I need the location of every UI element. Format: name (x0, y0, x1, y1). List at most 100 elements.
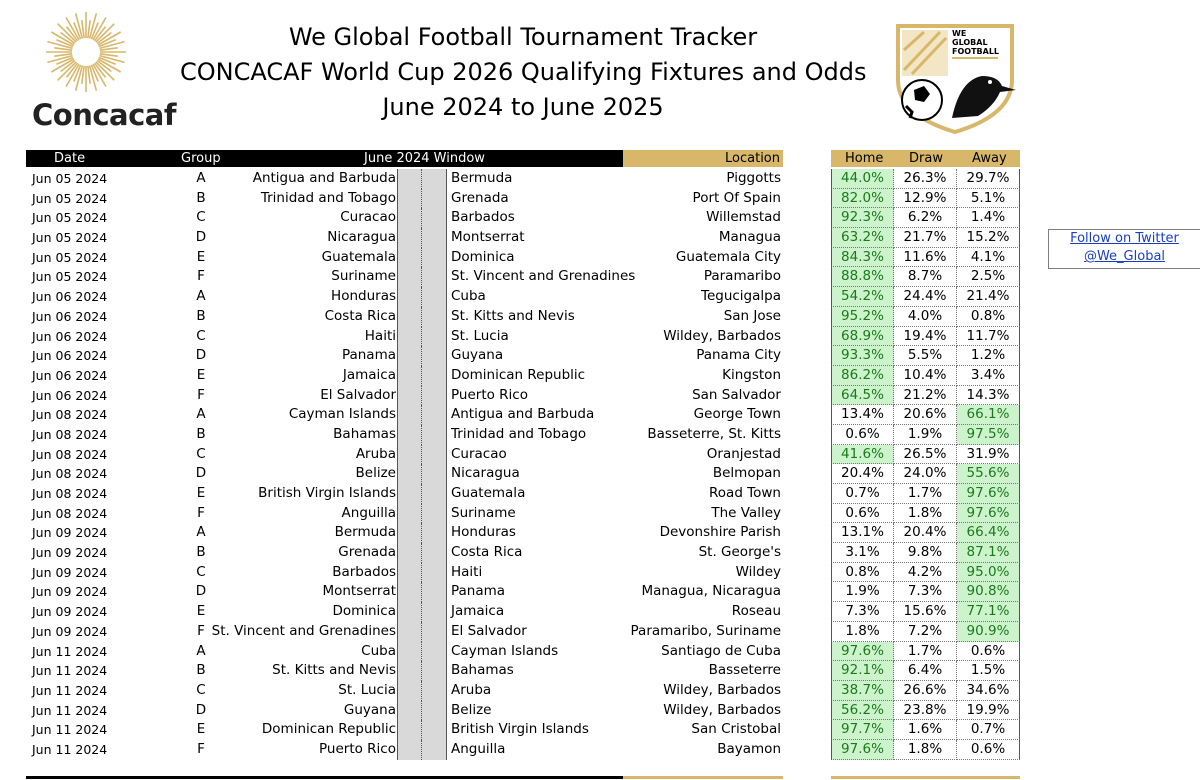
twitter-handle-link[interactable]: @We_Global (1083, 249, 1166, 264)
home-team: Honduras (331, 288, 396, 305)
away-score-cell[interactable] (422, 739, 447, 760)
home-score-cell[interactable] (397, 208, 422, 229)
home-odds: 68.9% (831, 326, 894, 347)
draw-odds: 12.9% (894, 188, 957, 209)
fixture-group: E (196, 721, 206, 738)
away-score-cell[interactable] (422, 700, 447, 721)
table-row: Jun 08 2024 C Aruba Curacao Oranjestad 41.6% 2… (26, 444, 1026, 465)
home-score-cell[interactable] (397, 700, 422, 721)
away-score-cell[interactable] (422, 228, 447, 248)
sunburst-icon (46, 12, 126, 92)
fixture-group: E (196, 485, 206, 501)
away-odds: 19.9% (957, 700, 1020, 721)
home-score-cell[interactable] (397, 720, 422, 740)
away-score-cell[interactable] (422, 602, 447, 622)
away-score-cell[interactable] (422, 543, 447, 563)
fixture-location: Oranjestad (706, 445, 781, 462)
home-score-cell[interactable] (397, 247, 422, 268)
home-score-cell[interactable] (397, 582, 422, 603)
away-score-cell[interactable] (422, 582, 447, 603)
away-score-cell[interactable] (422, 621, 447, 642)
home-score-cell[interactable] (397, 267, 422, 288)
home-team: Panama (341, 347, 396, 364)
fixture-date: Jun 08 2024 (32, 505, 108, 521)
away-score-cell[interactable] (422, 680, 447, 701)
away-score-cell[interactable] (422, 267, 447, 288)
away-score-cell[interactable] (422, 365, 447, 386)
fixture-group: F (197, 740, 205, 757)
home-team: Trinidad and Tobago (260, 189, 396, 206)
fixture-date: Jun 09 2024 (32, 525, 108, 541)
away-score-cell[interactable] (422, 444, 447, 465)
home-score-cell[interactable] (397, 228, 422, 248)
home-score-cell[interactable] (397, 287, 422, 307)
home-score-cell[interactable] (397, 424, 422, 445)
home-score-cell[interactable] (397, 523, 422, 544)
away-score-cell[interactable] (422, 641, 447, 662)
home-score-cell[interactable] (397, 444, 422, 465)
away-score-cell[interactable] (422, 287, 447, 307)
away-score-cell[interactable] (422, 661, 447, 681)
home-score-cell[interactable] (397, 543, 422, 563)
home-team: British Virgin Islands (258, 485, 396, 501)
home-score-cell[interactable] (397, 326, 422, 347)
home-score-cell[interactable] (397, 641, 422, 662)
away-score-cell[interactable] (422, 346, 447, 366)
away-team: Dominica (451, 248, 515, 265)
draw-odds: 10.4% (894, 365, 957, 386)
away-score-cell[interactable] (422, 169, 447, 189)
fixture-date: Jun 11 2024 (32, 663, 108, 679)
odds-cells: 84.3% 11.6% 4.1% (831, 247, 1020, 268)
away-score-cell[interactable] (422, 208, 447, 229)
fixture-date: Jun 08 2024 (32, 466, 108, 482)
fixture-location: Piggotts (726, 170, 781, 186)
away-team: Montserrat (451, 229, 525, 246)
home-score-cell[interactable] (397, 464, 422, 484)
fixture-group: A (196, 406, 206, 423)
follow-twitter-link[interactable]: Follow on Twitter (1070, 231, 1179, 246)
home-score-cell[interactable] (397, 562, 422, 583)
fixture-date: Jun 06 2024 (32, 289, 108, 305)
fixture-group: B (196, 425, 206, 442)
away-score-cell[interactable] (422, 424, 447, 445)
home-score-cell[interactable] (397, 602, 422, 622)
fixture-location: Paramaribo (703, 268, 781, 285)
home-score-cell[interactable] (397, 621, 422, 642)
away-score-cell[interactable] (422, 720, 447, 740)
away-score-cell[interactable] (422, 306, 447, 327)
home-score-cell[interactable] (397, 365, 422, 386)
away-odds: 14.3% (957, 385, 1020, 406)
away-score-cell[interactable] (422, 405, 447, 425)
home-score-cell[interactable] (397, 680, 422, 701)
home-score-cell[interactable] (397, 739, 422, 760)
fixture-date: Jun 11 2024 (32, 702, 108, 718)
away-score-cell[interactable] (422, 188, 447, 209)
away-odds: 34.6% (957, 680, 1020, 701)
fixture-group: F (197, 268, 205, 285)
home-score-cell[interactable] (397, 169, 422, 189)
home-score-cell[interactable] (397, 503, 422, 524)
away-score-cell[interactable] (422, 326, 447, 347)
away-score-cell[interactable] (422, 562, 447, 583)
away-score-cell[interactable] (422, 523, 447, 544)
away-score-cell[interactable] (422, 484, 447, 504)
home-score-cell[interactable] (397, 306, 422, 327)
away-score-cell[interactable] (422, 247, 447, 268)
home-score-cell[interactable] (397, 484, 422, 504)
home-score-cell[interactable] (397, 346, 422, 366)
home-odds: 84.3% (831, 247, 894, 268)
fixture-date: Jun 08 2024 (32, 407, 108, 423)
away-score-cell[interactable] (422, 464, 447, 484)
away-team: Aruba (451, 681, 492, 698)
home-score-cell[interactable] (397, 405, 422, 425)
home-score-cell[interactable] (397, 661, 422, 681)
away-score-cell[interactable] (422, 503, 447, 524)
home-odds: 97.6% (831, 739, 894, 760)
home-score-cell[interactable] (397, 385, 422, 406)
home-odds: 20.4% (831, 464, 894, 484)
fixture-group: A (196, 524, 206, 541)
away-team: Barbados (451, 209, 515, 226)
home-team: Cayman Islands (288, 406, 396, 423)
home-score-cell[interactable] (397, 188, 422, 209)
away-score-cell[interactable] (422, 385, 447, 406)
